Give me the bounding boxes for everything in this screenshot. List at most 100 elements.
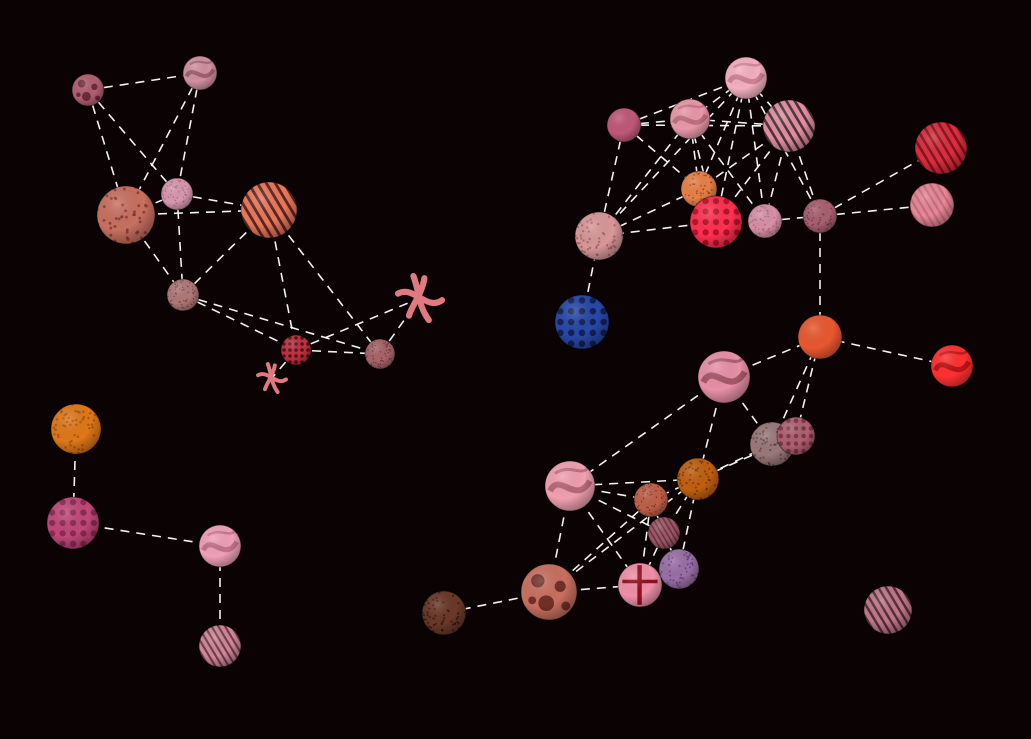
node-sphere (677, 458, 719, 500)
node-b4[interactable] (198, 624, 242, 668)
node-rim (50, 403, 102, 455)
node-rim (364, 338, 396, 370)
edge-c1-c3 (689, 77, 747, 120)
node-rim (724, 56, 768, 100)
node-a8[interactable] (364, 338, 396, 370)
node-a9[interactable] (394, 272, 446, 324)
edge-c2-c11 (598, 124, 625, 237)
node-c10[interactable] (802, 198, 838, 234)
node-c14[interactable] (930, 344, 974, 388)
node-sphere (931, 345, 973, 387)
node-sphere (748, 204, 782, 238)
node-c4[interactable] (762, 99, 816, 153)
node-sphere (199, 525, 241, 567)
edge-a7-a9 (295, 297, 421, 351)
node-rim (697, 350, 751, 404)
node-a10[interactable] (256, 362, 288, 394)
node-d10[interactable] (617, 562, 663, 608)
node-sphere (555, 295, 609, 349)
node-rim (574, 211, 624, 261)
node-sphere (281, 335, 311, 365)
node-rim (669, 98, 711, 140)
edge-c3-c11 (598, 118, 691, 237)
edge-a1-a3 (87, 89, 127, 216)
node-a6[interactable] (166, 278, 200, 312)
node-a4[interactable] (160, 177, 194, 211)
edge-a5-a8 (268, 209, 381, 355)
node-rim (914, 121, 968, 175)
node-sphere (777, 417, 815, 455)
node-b1[interactable] (50, 403, 102, 455)
node-rim (802, 198, 838, 234)
node-rim (617, 562, 663, 608)
node-d12[interactable] (863, 585, 913, 635)
node-rim (46, 496, 100, 550)
node-a7[interactable] (280, 334, 312, 366)
node-b2[interactable] (46, 496, 100, 550)
node-c8[interactable] (689, 195, 743, 249)
edge-a6-a8 (182, 294, 381, 355)
node-rim (166, 278, 200, 312)
node-d3[interactable] (776, 416, 816, 456)
node-d9[interactable] (520, 563, 578, 621)
node-a2[interactable] (182, 55, 218, 91)
node-sphere (798, 315, 842, 359)
knot-strand (405, 275, 428, 319)
node-c12[interactable] (554, 294, 610, 350)
node-d5[interactable] (544, 460, 596, 512)
node-c13[interactable] (797, 314, 843, 360)
node-rim (647, 516, 681, 550)
node-b3[interactable] (198, 524, 242, 568)
node-sphere (51, 404, 101, 454)
node-c11[interactable] (574, 211, 624, 261)
node-sphere (241, 182, 297, 238)
node-sphere (183, 56, 217, 90)
edge-a6-a7 (182, 294, 297, 351)
node-d4[interactable] (676, 457, 720, 501)
node-sphere (161, 178, 193, 210)
node-rim (96, 185, 156, 245)
node-rim (930, 344, 974, 388)
edge-d4-d5 (569, 478, 699, 487)
node-rim (544, 460, 596, 512)
node-sphere (725, 57, 767, 99)
node-d7[interactable] (647, 516, 681, 550)
node-sphere (545, 461, 595, 511)
node-layer (46, 55, 974, 668)
node-c5[interactable] (914, 121, 968, 175)
node-sphere (803, 199, 837, 233)
node-rim (863, 585, 913, 635)
node-sphere (521, 564, 577, 620)
edge-c1-c10 (745, 77, 821, 217)
edge-c7-c11 (598, 188, 700, 237)
edge-c10-c6 (819, 204, 933, 217)
node-d1[interactable] (697, 350, 751, 404)
node-c2[interactable] (606, 107, 642, 143)
node-rim (421, 590, 467, 636)
node-a5[interactable] (240, 181, 298, 239)
node-rim (797, 314, 843, 360)
node-rim (71, 73, 105, 107)
node-sphere (864, 586, 912, 634)
node-rim (747, 203, 783, 239)
node-d6[interactable] (633, 482, 669, 518)
node-rim (762, 99, 816, 153)
edge-a8-a9 (379, 297, 421, 355)
edge-c13-c14 (819, 336, 953, 367)
node-a3[interactable] (96, 185, 156, 245)
node-c6[interactable] (909, 182, 955, 228)
node-rim (554, 294, 610, 350)
node-rim (909, 182, 955, 228)
node-c3[interactable] (669, 98, 711, 140)
node-d11[interactable] (421, 590, 467, 636)
node-sphere (670, 99, 710, 139)
node-rim (182, 55, 218, 91)
node-d8[interactable] (658, 548, 700, 590)
node-rim (198, 624, 242, 668)
edge-a1-a4 (87, 89, 178, 195)
node-c1[interactable] (724, 56, 768, 100)
node-a1[interactable] (71, 73, 105, 107)
edge-c3-c9 (689, 118, 766, 222)
node-c9[interactable] (747, 203, 783, 239)
node-sphere (659, 549, 699, 589)
